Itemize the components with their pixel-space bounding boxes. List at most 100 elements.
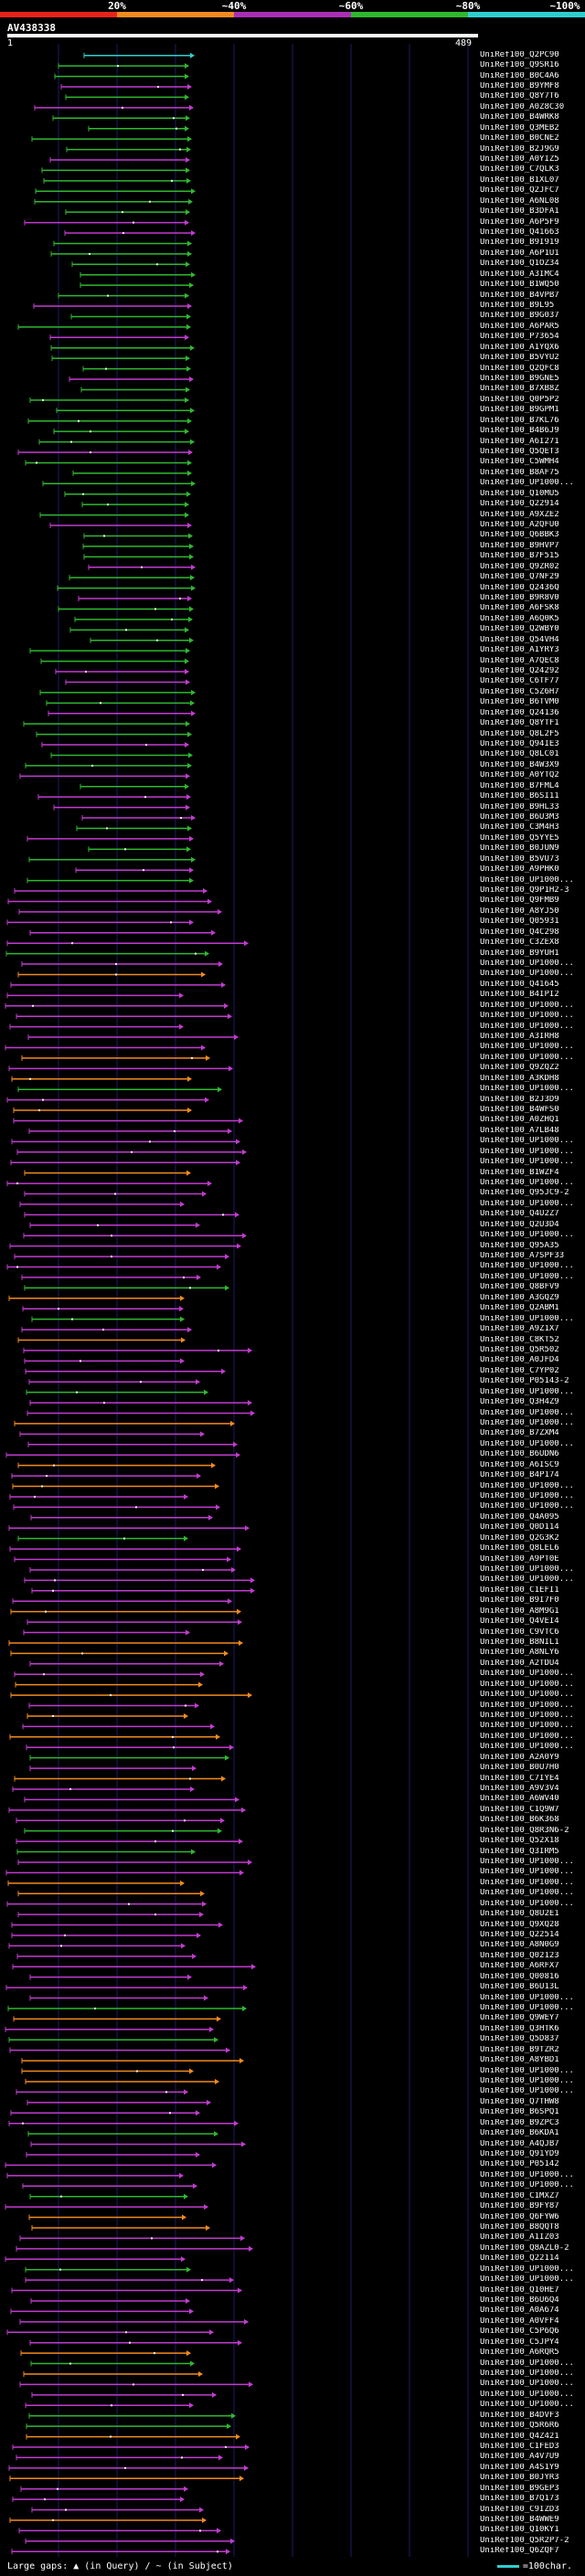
hit-label[interactable]: UniRef100_Q22514 [480,1930,559,1939]
hit-label[interactable]: UniRef100_A7QEC8 [480,656,559,665]
hit-label[interactable]: UniRef100_A0YIZ5 [480,155,559,164]
hit-label[interactable]: UniRef100_UP1000... [480,1418,574,1427]
hit-label[interactable]: UniRef100_UP1000... [480,2359,574,2368]
hit-label[interactable]: UniRef100_UP1000... [480,1575,574,1585]
hit-label[interactable]: UniRef100_B6SI11 [480,792,559,801]
hit-label[interactable]: UniRef100_Q4U2Z7 [480,1210,559,1219]
hit-label[interactable]: UniRef100_Q7NF29 [480,573,559,582]
hit-label[interactable]: UniRef100_B6KDA1 [480,2129,559,2138]
hit-label[interactable]: UniRef100_B0CNE2 [480,134,559,143]
hit-label[interactable]: UniRef100_UP1000... [480,1012,574,1021]
hit-label[interactable]: UniRef100_Q6BBK3 [480,531,559,540]
hit-label[interactable]: UniRef100_B9YUH1 [480,949,559,958]
hit-label[interactable]: UniRef100_Q2PC90 [480,50,559,59]
hit-label[interactable]: UniRef100_Q54VH4 [480,635,559,644]
hit-label[interactable]: UniRef100_B1WQ50 [480,281,559,290]
hit-label[interactable]: UniRef100_Q9ZR02 [480,562,559,571]
hit-label[interactable]: UniRef100_Q4Z421 [480,2432,559,2441]
hit-label[interactable]: UniRef100_UP1000... [480,1408,574,1417]
hit-label[interactable]: UniRef100_B9FY87 [480,2202,559,2211]
hit-label[interactable]: UniRef100_C7YP02 [480,1366,559,1375]
hit-label[interactable]: UniRef100_B2J9G9 [480,144,559,154]
hit-label[interactable]: UniRef100_B9R8V0 [480,594,559,603]
hit-label[interactable]: UniRef100_Q10KY1 [480,2526,559,2535]
hit-label[interactable]: UniRef100_Q2436Q [480,583,559,592]
hit-label[interactable]: UniRef100_Q41663 [480,228,559,237]
hit-label[interactable]: UniRef100_P73654 [480,333,559,342]
hit-label[interactable]: UniRef100_Q1OZ34 [480,260,559,269]
hit-label[interactable]: UniRef100_Q24292 [480,667,559,676]
hit-label[interactable]: UniRef100_UP1000... [480,1137,574,1146]
hit-label[interactable]: UniRef100_Q24136 [480,708,559,717]
hit-label[interactable]: UniRef100_Q3IRM5 [480,1847,559,1856]
hit-label[interactable]: UniRef100_B9L95 [480,302,555,310]
hit-label[interactable]: UniRef100_Q4A095 [480,1512,559,1521]
hit-label[interactable]: UniRef100_A8M9G1 [480,1606,559,1616]
hit-label[interactable]: UniRef100_Q8LEL6 [480,1544,559,1553]
hit-label[interactable]: UniRef100_Q41645 [480,980,559,989]
hit-label[interactable]: UniRef100_UP1000... [480,1868,574,1877]
hit-label[interactable]: UniRef100_Q8LC01 [480,750,559,759]
hit-label[interactable]: UniRef100_Q05931 [480,917,559,927]
hit-label[interactable]: UniRef100_Q2JFC7 [480,186,559,196]
hit-label[interactable]: UniRef100_UP1000... [480,1179,574,1188]
hit-label[interactable]: UniRef100_A6I271 [480,437,559,446]
hit-label[interactable]: UniRef100_Q8L2F5 [480,729,559,738]
hit-label[interactable]: UniRef100_A4QJB7 [480,2139,559,2148]
hit-label[interactable]: UniRef100_Q10HE7 [480,2285,559,2295]
hit-label[interactable]: UniRef100_A8YBD1 [480,2056,559,2065]
hit-label[interactable]: UniRef100_UP1000... [480,1680,574,1689]
hit-label[interactable]: UniRef100_Q3HTK6 [480,2024,559,2033]
hit-label[interactable]: UniRef100_A8YJ50 [480,906,559,916]
hit-label[interactable]: UniRef100_UP1000... [480,1743,574,1752]
hit-label[interactable]: UniRef100_C7IYE4 [480,1774,559,1783]
hit-label[interactable]: UniRef100_UP1000... [480,1722,574,1731]
hit-label[interactable]: UniRef100_Q2ABM1 [480,1304,559,1313]
hit-label[interactable]: UniRef100_A2A0Y9 [480,1753,559,1762]
hit-label[interactable]: UniRef100_A6RFX7 [480,1962,559,1971]
hit-label[interactable]: UniRef100_B8QQT8 [480,2222,559,2231]
hit-label[interactable]: UniRef100_Q0D114 [480,1523,559,1532]
hit-label[interactable]: UniRef100_B7FML4 [480,781,559,790]
hit-label[interactable]: UniRef100_B9GEP3 [480,2484,559,2493]
hit-label[interactable]: UniRef100_A4S1Y9 [480,2463,559,2472]
hit-label[interactable]: UniRef100_UP1000... [480,1053,574,1062]
hit-label[interactable]: UniRef100_Q9WEY7 [480,2014,559,2023]
hit-label[interactable]: UniRef100_UP1000... [480,1314,574,1323]
hit-label[interactable]: UniRef100_B4DVF3 [480,2411,559,2420]
hit-label[interactable]: UniRef100_Q00816 [480,1972,559,1981]
hit-label[interactable]: UniRef100_Q2U3D4 [480,1220,559,1229]
hit-label[interactable]: UniRef100_Q5D837 [480,2035,559,2044]
hit-label[interactable]: UniRef100_C9IZD3 [480,2505,559,2514]
hit-label[interactable]: UniRef100_UP1000... [480,875,574,885]
hit-label[interactable]: UniRef100_UP1000... [480,1502,574,1511]
hit-label[interactable]: UniRef100_Q8YTF1 [480,719,559,728]
hit-label[interactable]: UniRef100_UP1000... [480,1272,574,1281]
hit-label[interactable]: UniRef100_A7LB48 [480,1126,559,1135]
hit-label[interactable]: UniRef100_UP1000... [480,2264,574,2274]
hit-label[interactable]: UniRef100_A0ZHQ1 [480,1116,559,1125]
hit-label[interactable]: UniRef100_UP1000... [480,1701,574,1710]
hit-label[interactable]: UniRef100_Q9P1H2-3 [480,886,569,896]
hit-label[interactable]: UniRef100_UP1000... [480,1147,574,1156]
hit-label[interactable]: UniRef100_UP1000... [480,1158,574,1167]
hit-label[interactable]: UniRef100_C1MXZ7 [480,2191,559,2200]
hit-label[interactable]: UniRef100_UP1000... [480,1993,574,2002]
hit-label[interactable]: UniRef100_B9HVP7 [480,541,559,550]
hit-label[interactable]: UniRef100_Q8BFV9 [480,1283,559,1292]
hit-label[interactable]: UniRef100_B9GPM1 [480,406,559,415]
hit-label[interactable]: UniRef100_A0JFD4 [480,1356,559,1365]
hit-label[interactable]: UniRef100_UP1000... [480,1491,574,1500]
hit-label[interactable]: UniRef100_Q94IE3 [480,740,559,749]
hit-label[interactable]: UniRef100_B9I7F0 [480,1596,559,1606]
hit-label[interactable]: UniRef100_UP1000... [480,2390,574,2399]
hit-label[interactable]: UniRef100_UP1000... [480,2401,574,2410]
hit-label[interactable]: UniRef100_A1YQX6 [480,343,559,352]
hit-label[interactable]: UniRef100_B4B6J9 [480,427,559,436]
hit-label[interactable]: UniRef100_A6NL08 [480,196,559,206]
hit-label[interactable]: UniRef100_B6TVM0 [480,698,559,707]
hit-label[interactable]: UniRef100_Q2QFC8 [480,364,559,373]
hit-label[interactable]: UniRef100_B6K368 [480,1816,559,1825]
hit-label[interactable]: UniRef100_A9V3V4 [480,1784,559,1793]
hit-label[interactable]: UniRef100_UP1000... [480,1691,574,1700]
